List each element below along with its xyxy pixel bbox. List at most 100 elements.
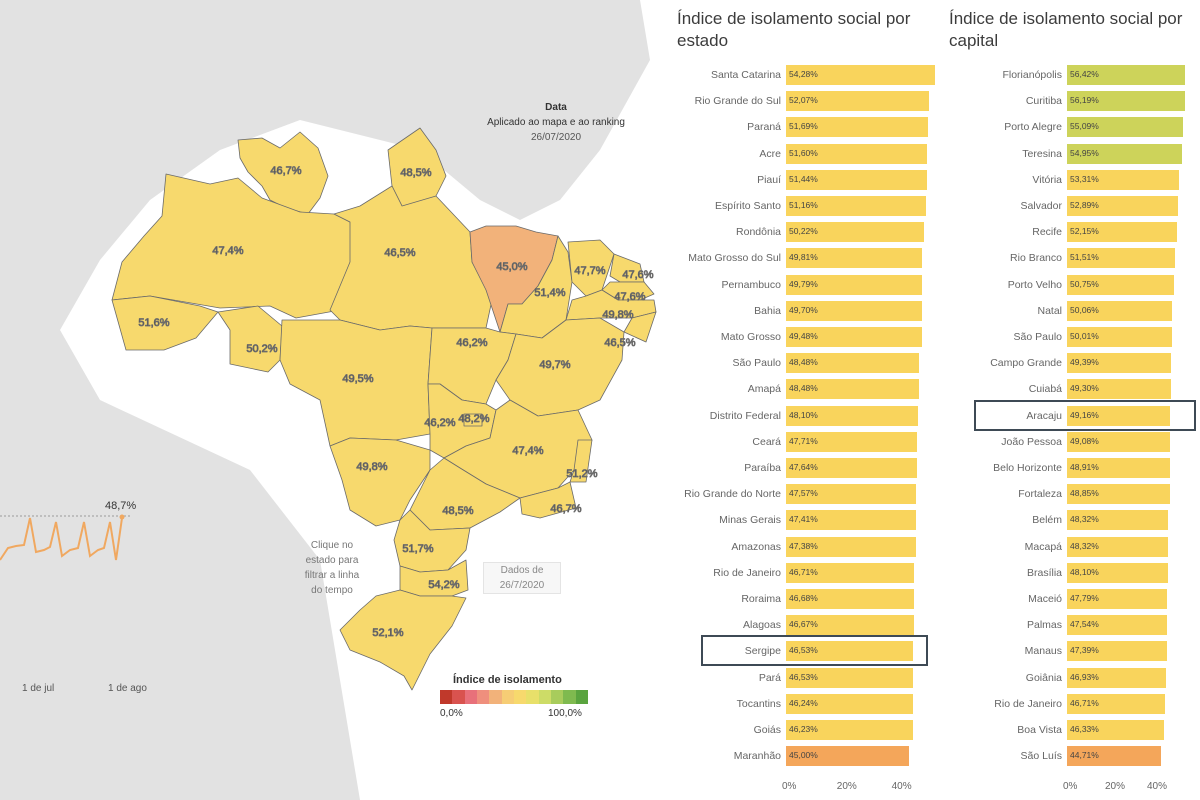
ranking-bar[interactable]: 48,48% [786, 379, 919, 400]
state-region-am[interactable] [111, 173, 359, 319]
ranking-row-label[interactable]: Rio de Janeiro [713, 566, 781, 579]
ranking-row-label[interactable]: Goiás [753, 724, 781, 736]
ranking-row-label[interactable]: Porto Velho [1007, 278, 1062, 291]
ranking-bar[interactable]: 49,08% [1067, 431, 1171, 452]
ranking-bar[interactable]: 49,30% [1067, 379, 1171, 400]
ranking-row-label[interactable]: Mato Grosso do Sul [688, 252, 781, 265]
ranking-row-label[interactable]: Sergipe [744, 645, 781, 658]
ranking-row-label[interactable]: Piauí [757, 173, 781, 186]
ranking-bar[interactable]: 46,68% [786, 589, 914, 609]
date-filter-value[interactable]: 26/07/2020 [530, 132, 582, 143]
ranking-bar[interactable]: 46,93% [1067, 667, 1166, 688]
ranking-bar[interactable]: 48,32% [1067, 510, 1169, 531]
timeline-last-point[interactable] [119, 514, 125, 520]
ranking-bar[interactable]: 46,33% [1067, 720, 1165, 740]
ranking-row-label[interactable]: São Paulo [732, 357, 781, 370]
ranking-bar[interactable]: 48,48% [786, 353, 919, 374]
ranking-row-label[interactable]: Fortaleza [1018, 488, 1062, 501]
ranking-bar[interactable]: 47,57% [786, 484, 917, 505]
ranking-bar[interactable]: 49,81% [786, 248, 923, 269]
ranking-row-label[interactable]: Bahia [754, 304, 781, 317]
state-region-rs[interactable] [339, 589, 467, 691]
ranking-bar[interactable]: 51,44% [786, 169, 927, 190]
ranking-bar[interactable]: 47,71% [786, 431, 917, 452]
ranking-bar[interactable]: 52,89% [1067, 196, 1179, 216]
ranking-bar[interactable]: 52,07% [786, 91, 929, 112]
ranking-bar[interactable]: 56,42% [1067, 65, 1186, 85]
ranking-row-label[interactable]: Aracaju [1026, 409, 1062, 422]
ranking-row-label[interactable]: João Pessoa [1001, 435, 1062, 448]
ranking-row-label[interactable]: Espírito Santo [715, 200, 781, 212]
ranking-bar[interactable]: 51,51% [1067, 248, 1176, 269]
ranking-row-label[interactable]: Curitiba [1025, 95, 1062, 108]
state-region-ms[interactable] [329, 437, 431, 527]
ranking-row-label[interactable]: Belo Horizonte [993, 462, 1062, 474]
ranking-bar[interactable]: 47,64% [786, 458, 917, 478]
ranking-row-label[interactable]: Pará [758, 671, 781, 684]
ranking-row-label[interactable]: Mato Grosso [720, 331, 781, 343]
ranking-bar[interactable]: 51,69% [786, 117, 928, 138]
ranking-row-label[interactable]: Rondônia [736, 226, 781, 239]
ranking-bar[interactable]: 50,22% [786, 222, 924, 243]
ranking-row-label[interactable]: Maranhão [733, 750, 781, 763]
ranking-row-label[interactable]: Cuiabá [1028, 383, 1062, 396]
ranking-row-label[interactable]: Tocantins [736, 697, 781, 710]
ranking-bar[interactable]: 45,00% [786, 746, 910, 767]
ranking-bar[interactable]: 46,24% [786, 693, 913, 714]
ranking-row-label[interactable]: Paraíba [744, 462, 781, 474]
ranking-bar[interactable]: 54,28% [786, 65, 935, 85]
state-region-ac[interactable] [111, 295, 219, 351]
ranking-bar[interactable]: 49,39% [1067, 353, 1171, 374]
ranking-bar[interactable]: 50,75% [1067, 274, 1174, 295]
state-region-mt[interactable] [279, 319, 433, 447]
ranking-bar[interactable]: 54,95% [1067, 143, 1183, 164]
ranking-bar[interactable]: 48,91% [1067, 458, 1170, 478]
ranking-bar[interactable]: 46,53% [786, 667, 914, 688]
ranking-bar[interactable]: 51,60% [786, 143, 928, 164]
ranking-row-label[interactable]: Vitória [1032, 173, 1062, 186]
ranking-row-label[interactable]: Rio Grande do Norte [684, 488, 781, 501]
ranking-row-label[interactable]: Brasília [1026, 566, 1062, 579]
ranking-bar[interactable]: 55,09% [1067, 117, 1183, 138]
ranking-bar[interactable]: 49,16% [1067, 405, 1171, 426]
ranking-row-label[interactable]: Boa Vista [1017, 724, 1062, 736]
ranking-row-label[interactable]: Minas Gerais [719, 514, 781, 527]
ranking-row-label[interactable]: Roraima [741, 593, 781, 605]
ranking-row-label[interactable]: Acre [759, 147, 781, 160]
ranking-bar[interactable]: 53,31% [1067, 169, 1179, 190]
ranking-bar[interactable]: 47,38% [786, 536, 916, 557]
state-region-df[interactable] [463, 413, 483, 427]
ranking-row-label[interactable]: Teresina [1022, 147, 1062, 160]
ranking-bar[interactable]: 51,16% [786, 196, 927, 216]
ranking-row-label[interactable]: Rio de Janeiro [994, 697, 1062, 710]
state-region-pr[interactable] [393, 509, 471, 573]
state-region-pe[interactable] [565, 289, 657, 321]
ranking-bar[interactable]: 50,01% [1067, 327, 1173, 347]
state-region-al[interactable] [623, 311, 657, 343]
ranking-row-label[interactable]: Amazonas [731, 540, 781, 553]
state-region-rr[interactable] [237, 131, 329, 215]
ranking-row-label[interactable]: São Paulo [1013, 331, 1062, 343]
ranking-bar[interactable]: 47,39% [1067, 641, 1167, 662]
ranking-bar[interactable]: 48,10% [786, 405, 918, 426]
ranking-row-label[interactable]: Porto Alegre [1004, 121, 1062, 134]
ranking-row-label[interactable]: Pernambuco [721, 278, 781, 291]
ranking-row-label[interactable]: São Luís [1020, 750, 1062, 763]
ranking-bar[interactable]: 46,53% [786, 641, 914, 662]
ranking-bar[interactable]: 56,19% [1067, 91, 1185, 112]
ranking-bar[interactable]: 50,06% [1067, 300, 1173, 321]
ranking-bar[interactable]: 44,71% [1067, 746, 1161, 767]
ranking-row-label[interactable]: Palmas [1026, 619, 1062, 632]
ranking-bar[interactable]: 49,48% [786, 327, 922, 347]
ranking-bar[interactable]: 46,67% [786, 615, 914, 636]
ranking-row-label[interactable]: Amapá [747, 383, 781, 396]
ranking-row-label[interactable]: Manaus [1024, 645, 1062, 658]
ranking-row-label[interactable]: Campo Grande [990, 357, 1062, 370]
ranking-row-label[interactable]: Florianópolis [1002, 69, 1062, 81]
ranking-row-label[interactable]: Macapá [1024, 540, 1062, 553]
ranking-bar[interactable]: 46,71% [1067, 693, 1166, 714]
state-region-ro[interactable] [217, 305, 283, 373]
ranking-row-label[interactable]: Santa Catarina [710, 69, 781, 81]
ranking-bar[interactable]: 47,79% [1067, 589, 1168, 609]
state-region-rj[interactable] [519, 481, 577, 519]
